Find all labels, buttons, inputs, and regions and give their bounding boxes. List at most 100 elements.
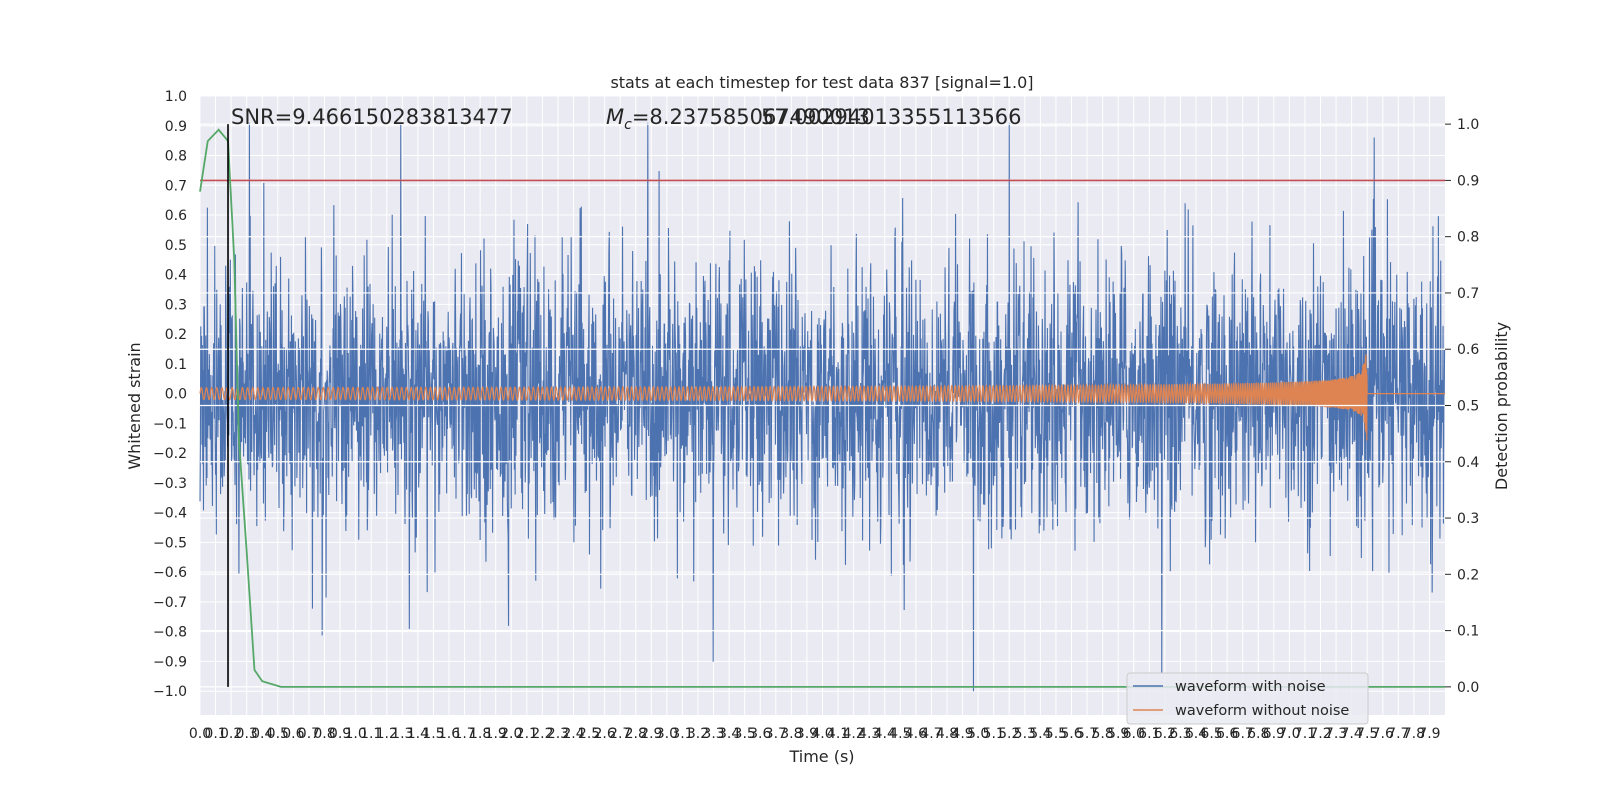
x-tick-label: 1.0 <box>344 726 366 742</box>
y-right-tick-label: 0.0 <box>1457 680 1479 696</box>
tick-labels: 0.00.10.20.30.40.50.60.70.80.91.01.11.21… <box>153 89 1479 742</box>
x-tick-label: 3.8 <box>780 726 802 742</box>
chart-title: stats at each timestep for test data 837… <box>610 73 1033 92</box>
x-tick-label: 1.4 <box>407 726 429 742</box>
x-tick-label: 3.7 <box>765 726 787 742</box>
x-tick-label: 4.9 <box>951 726 973 742</box>
x-tick-label: 5.1 <box>983 726 1005 742</box>
x-tick-label: 6.0 <box>1123 726 1145 742</box>
x-tick-label: 5.9 <box>1107 726 1129 742</box>
x-tick-label: 5.0 <box>967 726 989 742</box>
y-left-tick-label: 1.0 <box>165 89 187 105</box>
x-tick-label: 2.1 <box>516 726 538 742</box>
x-tick-label: 2.3 <box>547 726 569 742</box>
y-left-tick-label: 0.1 <box>165 357 187 373</box>
x-tick-label: 0.7 <box>298 726 320 742</box>
x-tick-label: 6.7 <box>1232 726 1254 742</box>
x-tick-label: 5.5 <box>1045 726 1067 742</box>
x-tick-label: 1.2 <box>376 726 398 742</box>
x-tick-label: 4.6 <box>905 726 927 742</box>
x-tick-label: 2.4 <box>562 726 584 742</box>
x-tick-label: 7.1 <box>1294 726 1316 742</box>
x-tick-label: 7.8 <box>1403 726 1425 742</box>
mc-symbol: M <box>606 105 624 129</box>
x-tick-label: 7.9 <box>1418 726 1440 742</box>
x-tick-label: 0.9 <box>329 726 351 742</box>
y-left-tick-label: −0.8 <box>153 625 187 641</box>
x-axis-label: Time (s) <box>788 747 854 766</box>
y-left-tick-label: 0.0 <box>165 387 187 403</box>
y-left-tick-label: −0.1 <box>153 416 187 432</box>
x-tick-label: 7.4 <box>1340 726 1362 742</box>
y-right-tick-label: 0.6 <box>1457 342 1479 358</box>
x-tick-label: 6.4 <box>1185 726 1207 742</box>
x-tick-label: 1.5 <box>422 726 444 742</box>
y-right-tick-label: 0.5 <box>1457 399 1479 415</box>
legend: waveform with noise waveform without noi… <box>1126 672 1369 725</box>
y-left-tick-label: −0.9 <box>153 654 187 670</box>
y-left-tick-label: 0.9 <box>165 119 187 135</box>
x-tick-label: 0.3 <box>236 726 258 742</box>
mc-overlap-annotation: 57.00294013355113566 <box>761 105 1022 129</box>
x-tick-label: 1.3 <box>391 726 413 742</box>
y-axis-right-label: Detection probability <box>1492 322 1511 490</box>
x-tick-label: 6.9 <box>1263 726 1285 742</box>
x-tick-label: 1.6 <box>438 726 460 742</box>
y-right-tick-label: 0.1 <box>1457 624 1479 640</box>
x-tick-label: 5.8 <box>1091 726 1113 742</box>
y-right-tick-label: 0.8 <box>1457 230 1479 246</box>
series-waveform-without-noise <box>199 354 1445 441</box>
legend-label-noise: waveform with noise <box>1175 679 1326 695</box>
x-tick-label: 4.5 <box>889 726 911 742</box>
x-tick-label: 0.2 <box>220 726 242 742</box>
x-tick-label: 2.8 <box>625 726 647 742</box>
x-tick-label: 7.7 <box>1387 726 1409 742</box>
x-tick-label: 0.5 <box>267 726 289 742</box>
x-tick-label: 5.4 <box>1029 726 1051 742</box>
y-left-tick-label: 0.4 <box>165 268 187 284</box>
clean-waveform-line <box>199 354 1445 441</box>
x-tick-label: 1.1 <box>360 726 382 742</box>
y-axis-left-label: Whitened strain <box>125 342 144 469</box>
x-tick-label: 7.6 <box>1372 726 1394 742</box>
x-tick-label: 2.2 <box>531 726 553 742</box>
x-tick-label: 4.0 <box>811 726 833 742</box>
y-left-tick-label: 0.5 <box>165 238 187 254</box>
series-waveform-with-noise <box>199 122 1446 692</box>
mc-subscript: c <box>624 117 632 133</box>
x-tick-label: 4.3 <box>858 726 880 742</box>
x-tick-label: 4.7 <box>920 726 942 742</box>
noise-waveform-line <box>199 122 1446 692</box>
y-right-tick-label: 1.0 <box>1457 117 1479 133</box>
y-left-tick-label: −0.7 <box>153 595 187 611</box>
y-left-tick-label: 0.3 <box>165 297 187 313</box>
x-tick-label: 0.1 <box>204 726 226 742</box>
x-tick-label: 2.5 <box>578 726 600 742</box>
right-axis-grid <box>200 123 1445 688</box>
y-right-tick-label: 0.4 <box>1457 455 1479 471</box>
x-tick-label: 6.6 <box>1216 726 1238 742</box>
x-tick-label: 0.8 <box>313 726 335 742</box>
detection-probability-line <box>199 128 1445 688</box>
x-tick-label: 4.2 <box>842 726 864 742</box>
x-tick-label: 7.2 <box>1309 726 1331 742</box>
x-tick-label: 0.4 <box>251 726 273 742</box>
mc-annotation: Mc=8.237585067490013 <box>606 105 870 133</box>
x-tick-label: 3.0 <box>656 726 678 742</box>
x-tick-label: 6.2 <box>1154 726 1176 742</box>
x-tick-label: 7.3 <box>1325 726 1347 742</box>
x-tick-label: 3.3 <box>702 726 724 742</box>
x-tick-label: 3.4 <box>718 726 740 742</box>
x-tick-label: 7.5 <box>1356 726 1378 742</box>
x-tick-label: 3.6 <box>749 726 771 742</box>
x-tick-label: 2.0 <box>500 726 522 742</box>
x-tick-label: 6.1 <box>1138 726 1160 742</box>
y-right-tick-label: 0.7 <box>1457 286 1479 302</box>
x-tick-label: 6.8 <box>1247 726 1269 742</box>
y-right-tick-label: 0.3 <box>1457 511 1479 527</box>
x-tick-label: 4.1 <box>827 726 849 742</box>
x-tick-label: 1.8 <box>469 726 491 742</box>
x-tick-label: 2.9 <box>640 726 662 742</box>
y-left-tick-label: −1.0 <box>153 684 187 700</box>
